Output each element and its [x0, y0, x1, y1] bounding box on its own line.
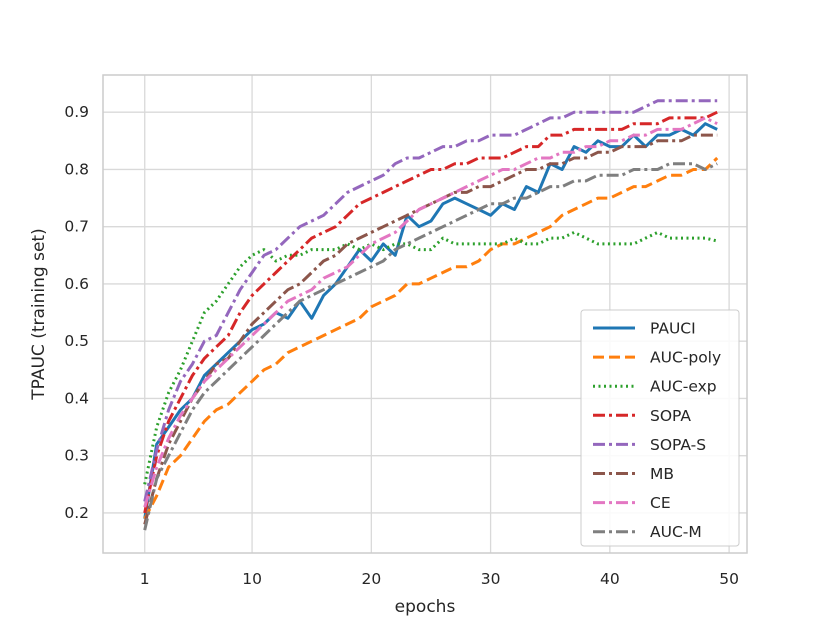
legend-label-pauci: PAUCI — [650, 320, 696, 338]
y-tick-label: 0.4 — [64, 389, 89, 407]
series-line-sopa-s — [143, 99, 718, 502]
series-line-ce — [143, 116, 718, 508]
x-tick-label: 40 — [600, 570, 620, 588]
series-line-auc-exp — [143, 230, 718, 485]
series-layer — [143, 99, 719, 531]
legend-label-mb: MB — [650, 465, 674, 483]
y-tick-label: 0.3 — [64, 447, 89, 465]
legend-box — [580, 309, 740, 547]
y-tick-label: 0.5 — [64, 332, 89, 350]
y-tick-label: 0.6 — [64, 275, 89, 293]
legend-label-auc-exp: AUC-exp — [650, 378, 717, 396]
legend: PAUCI AUC-poly AUC-exp SOPA SOPA-S MB CE AUC-M — [580, 309, 740, 547]
x-axis-ticks: 1 10 20 30 40 50 — [140, 570, 739, 588]
y-tick-label: 0.8 — [64, 160, 89, 178]
series-line-mb — [143, 133, 718, 525]
y-tick-label: 0.2 — [64, 504, 89, 522]
x-tick-label: 50 — [719, 570, 739, 588]
y-tick-label: 0.7 — [64, 218, 89, 236]
y-axis-title: TPAUC (training set) — [29, 228, 49, 400]
x-tick-label: 10 — [242, 570, 262, 588]
x-tick-label: 1 — [140, 570, 150, 588]
legend-label-sopa: SOPA — [650, 407, 691, 425]
series-line-auc-m — [143, 162, 718, 531]
y-tick-label: 0.9 — [64, 103, 89, 121]
legend-label-ce: CE — [650, 494, 671, 512]
plot-frame — [102, 74, 748, 554]
x-tick-label: 20 — [361, 570, 381, 588]
legend-label-sopa-s: SOPA-S — [650, 436, 706, 454]
legend-label-auc-m: AUC-M — [650, 523, 702, 541]
series-line-auc-poly — [143, 156, 719, 520]
y-axis-ticks: 0.2 0.3 0.4 0.5 0.6 0.7 0.8 0.9 — [64, 103, 89, 522]
legend-label-auc-poly: AUC-poly — [650, 349, 721, 367]
x-axis-title: epochs — [395, 597, 456, 617]
x-tick-label: 30 — [481, 570, 501, 588]
series-line-sopa — [143, 110, 718, 514]
